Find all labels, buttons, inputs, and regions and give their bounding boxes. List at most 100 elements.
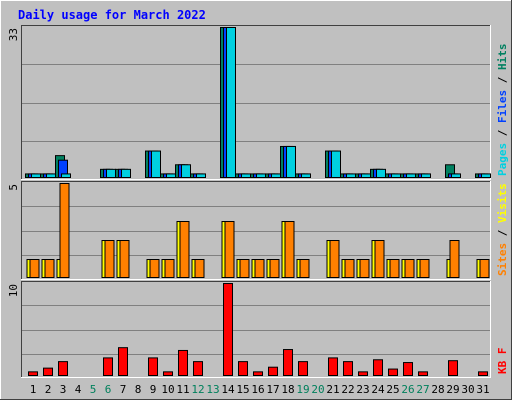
panel-kbytes: 10 KB F [7,281,509,378]
bar [298,361,308,376]
legend-segment: KB F [496,348,509,375]
x-axis-day-labels: 1 2 3 4 5 6 7 8 9 10 11 12 13 14 15 16 17 18 19 20 21 22 23 24 2… [30,383,490,396]
day-label: 14 [221,383,235,396]
bar [478,371,488,377]
chart-panels: 33 Pages / Files / Hits 5 Sites / Visits 10 K… [7,25,509,378]
bar [328,357,338,376]
bar [58,361,68,376]
y-axis-max-label: 33 [7,28,20,41]
bar [301,173,311,178]
bar [271,173,281,178]
day-label: 15 [236,383,249,396]
day-label: 27 [416,383,429,396]
day-label: 9 [150,383,157,396]
bar [419,259,430,278]
day-label: 23 [356,383,369,396]
bar [148,357,158,376]
bar [479,259,490,278]
bar [361,173,371,178]
bar [106,168,116,178]
bar [344,259,355,278]
bar [299,259,310,278]
bar [374,240,385,278]
bar [449,240,460,278]
series-kb-f [28,283,488,377]
day-label: 1 [30,383,37,396]
bar [43,367,53,377]
panel-hits-files-pages: 33 Pages / Files / Hits [7,25,509,180]
legend-segment: / [496,123,509,143]
legend-segment: / [496,223,509,243]
bar [343,361,353,376]
bar [283,349,293,376]
y-axis-max-label: 5 [7,184,20,191]
bar [193,361,203,376]
bar [149,259,160,278]
bar [376,168,386,178]
day-label: 29 [446,383,459,396]
bar [284,221,295,278]
day-label: 31 [476,383,489,396]
day-label: 16 [251,383,264,396]
bar [103,357,113,376]
bar [166,173,176,178]
day-label: 30 [461,383,474,396]
bar [404,259,415,278]
chart-title: Daily usage for March 2022 [18,8,206,22]
day-label: 24 [371,383,385,396]
day-label: 3 [60,383,67,396]
day-label: 12 [191,383,204,396]
bar [254,259,265,278]
bar [164,259,175,278]
legend-segment: / [496,70,509,90]
bar [179,221,190,278]
panel-plot-area [21,25,491,180]
day-label: 28 [431,383,444,396]
bar [46,173,56,178]
bar [241,173,251,178]
series-sites [29,183,490,278]
day-label: 6 [105,383,112,396]
bar [104,240,115,278]
bar [268,366,278,377]
bar [151,150,161,179]
bar [406,173,416,178]
bar [331,150,341,179]
bar [119,240,130,278]
day-label: 5 [90,383,97,396]
legend-label: KB F [496,348,509,375]
day-label: 18 [281,383,294,396]
day-label: 13 [206,383,219,396]
bar [238,361,248,376]
day-label: 21 [326,383,339,396]
bar [448,360,458,377]
bar [359,259,370,278]
day-label: 20 [311,383,324,396]
day-label: 4 [75,383,82,396]
day-label: 10 [161,383,174,396]
legend-segment: Files [496,90,509,123]
bar [194,259,205,278]
bar [181,164,191,178]
bar [61,173,71,178]
bar [269,259,280,278]
bar [44,259,55,278]
bar [59,183,70,278]
bar [178,349,188,376]
legend-label: Sites / Visits [496,183,509,276]
day-label: 22 [341,383,354,396]
bar [389,259,400,278]
bar [121,168,131,178]
panel-plot-area [21,281,491,378]
series-pages [31,27,491,179]
bar [346,173,356,178]
bar [29,259,40,278]
day-label: 7 [120,383,127,396]
bar [31,173,41,178]
bar [403,362,413,376]
bar [196,173,206,178]
bar [421,173,431,178]
legend-label: Pages / Files / Hits [496,44,509,177]
bar [451,173,461,178]
